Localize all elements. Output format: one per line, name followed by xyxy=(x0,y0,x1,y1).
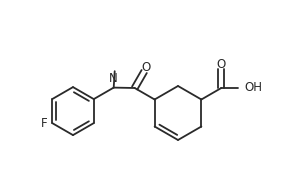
Text: O: O xyxy=(141,61,150,74)
Text: F: F xyxy=(41,117,48,130)
Text: N: N xyxy=(109,72,118,85)
Text: O: O xyxy=(217,58,226,71)
Text: OH: OH xyxy=(244,81,262,94)
